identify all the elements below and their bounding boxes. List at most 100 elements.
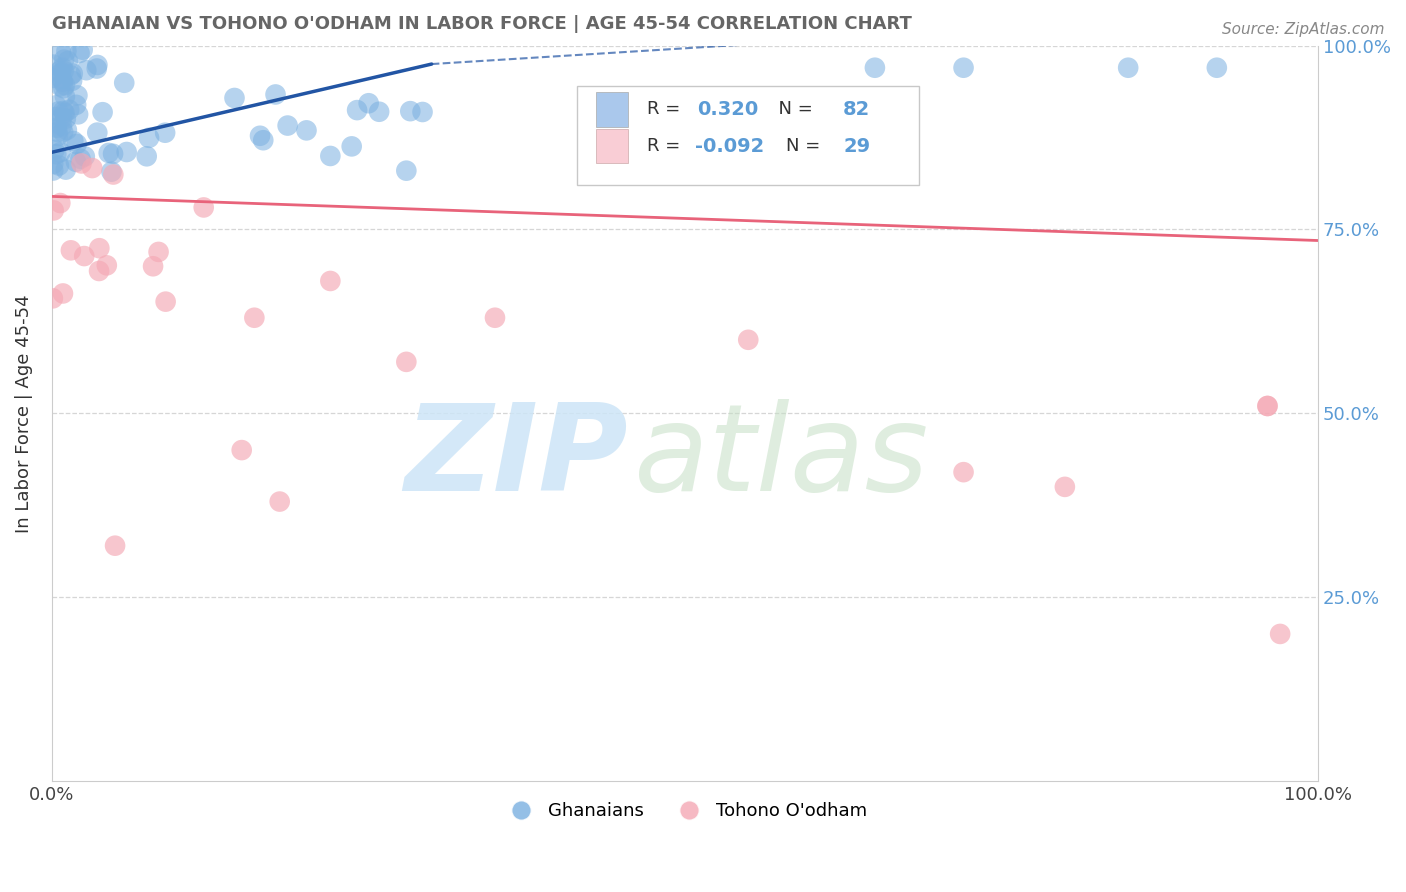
Text: GHANAIAN VS TOHONO O'ODHAM IN LABOR FORCE | AGE 45-54 CORRELATION CHART: GHANAIAN VS TOHONO O'ODHAM IN LABOR FORC…	[52, 15, 911, 33]
Point	[41, 70, 63, 85]
Point	[252, 133, 274, 147]
Point	[65, 98, 87, 112]
Text: N =: N =	[768, 100, 818, 119]
Point	[193, 201, 215, 215]
Point	[42, 57, 65, 71]
Point	[395, 163, 418, 178]
Point	[737, 333, 759, 347]
Text: -0.092: -0.092	[695, 136, 765, 155]
Point	[395, 355, 418, 369]
Point	[340, 139, 363, 153]
Point	[86, 126, 108, 140]
Point	[91, 105, 114, 120]
Point	[62, 66, 84, 80]
Text: 29: 29	[844, 136, 870, 155]
Point	[295, 123, 318, 137]
Text: R =: R =	[647, 100, 692, 119]
Point	[55, 44, 77, 58]
Point	[52, 75, 75, 89]
Point	[44, 110, 66, 124]
Point	[73, 249, 96, 263]
Point	[62, 134, 84, 148]
Point	[48, 159, 70, 173]
Point	[49, 79, 72, 94]
Point	[96, 258, 118, 272]
Point	[49, 196, 72, 211]
Point	[66, 136, 89, 151]
Point	[55, 112, 77, 126]
Point	[138, 130, 160, 145]
Point	[231, 443, 253, 458]
Point	[269, 494, 291, 508]
Point	[58, 103, 80, 117]
Point	[115, 145, 138, 159]
Point	[45, 120, 67, 135]
FancyBboxPatch shape	[596, 92, 628, 127]
Point	[49, 45, 72, 60]
Point	[112, 76, 135, 90]
Point	[153, 126, 176, 140]
Point	[51, 61, 73, 75]
Point	[346, 103, 368, 117]
Point	[59, 69, 82, 83]
Point	[49, 64, 72, 78]
Point	[100, 164, 122, 178]
Text: atlas: atlas	[634, 399, 929, 516]
Point	[737, 134, 759, 148]
Point	[67, 107, 90, 121]
Point	[51, 72, 73, 87]
Point	[69, 45, 91, 60]
Point	[101, 146, 124, 161]
Point	[52, 125, 75, 139]
Point	[44, 143, 66, 157]
Point	[66, 88, 89, 103]
Point	[52, 81, 75, 95]
Point	[52, 64, 75, 78]
Point	[103, 168, 125, 182]
Point	[1205, 61, 1227, 75]
FancyBboxPatch shape	[578, 87, 920, 186]
Point	[49, 66, 72, 80]
Point	[53, 89, 76, 103]
Point	[53, 78, 76, 92]
Point	[42, 291, 65, 305]
Point	[87, 264, 110, 278]
Point	[56, 54, 79, 68]
Point	[75, 63, 97, 78]
Point	[46, 104, 69, 119]
Point	[357, 96, 380, 111]
Point	[319, 274, 342, 288]
Point	[59, 244, 82, 258]
Point	[224, 91, 246, 105]
Point	[45, 147, 67, 161]
Point	[1053, 480, 1076, 494]
Point	[412, 105, 434, 120]
Point	[55, 162, 77, 177]
Point	[399, 104, 422, 119]
Point	[1256, 399, 1278, 413]
Text: 82: 82	[844, 100, 870, 119]
Point	[52, 104, 75, 119]
Text: Source: ZipAtlas.com: Source: ZipAtlas.com	[1222, 22, 1385, 37]
Point	[56, 123, 79, 137]
Point	[277, 119, 299, 133]
FancyBboxPatch shape	[596, 128, 628, 163]
Point	[952, 465, 974, 479]
Point	[53, 53, 76, 67]
Point	[952, 61, 974, 75]
Point	[155, 294, 177, 309]
Point	[46, 128, 69, 143]
Point	[243, 310, 266, 325]
Y-axis label: In Labor Force | Age 45-54: In Labor Force | Age 45-54	[15, 294, 32, 533]
Point	[51, 111, 73, 125]
Text: N =: N =	[786, 137, 827, 155]
Text: 0.320: 0.320	[697, 100, 759, 119]
Point	[72, 43, 94, 57]
Point	[60, 74, 83, 88]
Text: R =: R =	[647, 137, 686, 155]
Point	[89, 241, 111, 255]
Point	[42, 163, 65, 178]
Point	[49, 145, 72, 160]
Point	[97, 145, 120, 160]
Point	[70, 156, 93, 170]
